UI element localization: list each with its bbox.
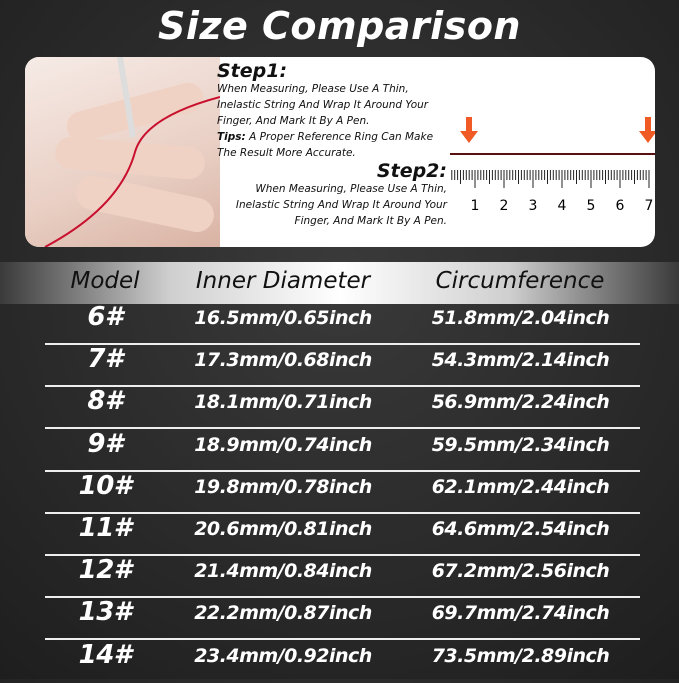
circumference-cell: 56.9mm/2.24inch [431, 391, 610, 414]
header-inner-diameter: Inner Diameter [195, 268, 371, 294]
header-circumference: Circumference [435, 268, 605, 294]
circumference-cell: 67.2mm/2.56inch [431, 560, 610, 583]
inner-diameter-cell: 20.6mm/0.81inch [194, 518, 372, 540]
table-row: 10# 19.8mm/0.78inch 62.1mm/2.44inch [0, 470, 679, 514]
circumference-cell: 54.3mm/2.14inch [431, 349, 610, 372]
red-string [44, 57, 220, 247]
table-row: 14# 23.4mm/0.92inch 73.5mm/2.89inch [0, 639, 679, 683]
inner-diameter-cell: 21.4mm/0.84inch [194, 560, 372, 583]
ruler-label: 3 [529, 198, 538, 214]
row-divider [45, 469, 640, 472]
inner-diameter-cell: 16.5mm/0.65inch [194, 307, 372, 329]
table-row: 13# 22.2mm/0.87inch 69.7mm/2.74inch [0, 597, 679, 641]
arrow-down-icon [460, 117, 478, 143]
ruler-label: 7 [645, 198, 654, 214]
circumference-cell: 64.6mm/2.54inch [431, 518, 610, 540]
row-divider [45, 343, 640, 345]
instructions: Step1: When Measuring, Please Use A Thin… [217, 61, 447, 229]
page-title: Size Comparison [158, 4, 521, 48]
circumference-cell: 69.7mm/2.74inch [431, 602, 610, 625]
model-cell: 7# [87, 344, 123, 375]
inner-diameter-cell: 23.4mm/0.92inch [194, 644, 372, 667]
table-header-band [0, 262, 679, 304]
row-divider [45, 554, 640, 556]
row-divider [45, 638, 640, 641]
hand-measuring-photo [25, 57, 220, 247]
table-row: 6# 16.5mm/0.65inch 51.8mm/2.04inch [0, 302, 679, 345]
step2-text: When Measuring, Please Use A Thin, Inela… [235, 183, 447, 227]
ruler-label: 5 [587, 198, 596, 214]
table-row: 12# 21.4mm/0.84inch 67.2mm/2.56inch [0, 555, 679, 599]
ruler-label: 6 [616, 198, 625, 214]
model-cell: 9# [87, 428, 123, 459]
table-row: 7# 17.3mm/0.68inch 54.3mm/2.14inch [0, 344, 679, 388]
arrow-down-icon [639, 117, 655, 143]
model-cell: 8# [87, 386, 123, 417]
tips-text: A Proper Reference Ring Can Make The Res… [217, 131, 434, 159]
circumference-cell: 73.5mm/2.89inch [431, 644, 610, 667]
row-divider [45, 596, 640, 599]
model-cell: 10# [78, 470, 132, 501]
ruler: 1 2 3 4 5 6 7 [450, 117, 655, 214]
tips-label: Tips: [217, 131, 246, 143]
inner-diameter-cell: 17.3mm/0.68inch [194, 349, 372, 372]
row-divider [45, 427, 640, 430]
step1-heading: Step1: [217, 60, 288, 82]
inner-diameter-cell: 22.2mm/0.87inch [194, 602, 372, 625]
header-model: Model [70, 268, 140, 294]
table-row: 11# 20.6mm/0.81inch 64.6mm/2.54inch [0, 513, 679, 556]
circumference-cell: 62.1mm/2.44inch [431, 475, 610, 498]
inner-diameter-cell: 19.8mm/0.78inch [194, 475, 372, 498]
instruction-card: Step1: When Measuring, Please Use A Thin… [25, 57, 655, 247]
circumference-cell: 51.8mm/2.04inch [431, 307, 610, 329]
table-row: 9# 18.9mm/0.74inch 59.5mm/2.34inch [0, 428, 679, 472]
step2-heading: Step2: [376, 160, 447, 182]
circumference-cell: 59.5mm/2.34inch [431, 433, 610, 456]
ruler-label: 2 [500, 198, 509, 214]
row-divider [45, 385, 640, 388]
table-row: 8# 18.1mm/0.71inch 56.9mm/2.24inch [0, 386, 679, 430]
ruler-label: 4 [558, 198, 567, 214]
step1-text: When Measuring, Please Use A Thin, Inela… [217, 83, 429, 127]
model-cell: 11# [78, 513, 132, 543]
ruler-label: 1 [471, 198, 480, 214]
model-cell: 6# [87, 302, 123, 332]
model-cell: 13# [78, 597, 132, 628]
model-cell: 14# [78, 639, 132, 670]
model-cell: 12# [78, 555, 132, 586]
inner-diameter-cell: 18.9mm/0.74inch [194, 433, 372, 456]
row-divider [45, 511, 640, 514]
inner-diameter-cell: 18.1mm/0.71inch [194, 391, 372, 414]
